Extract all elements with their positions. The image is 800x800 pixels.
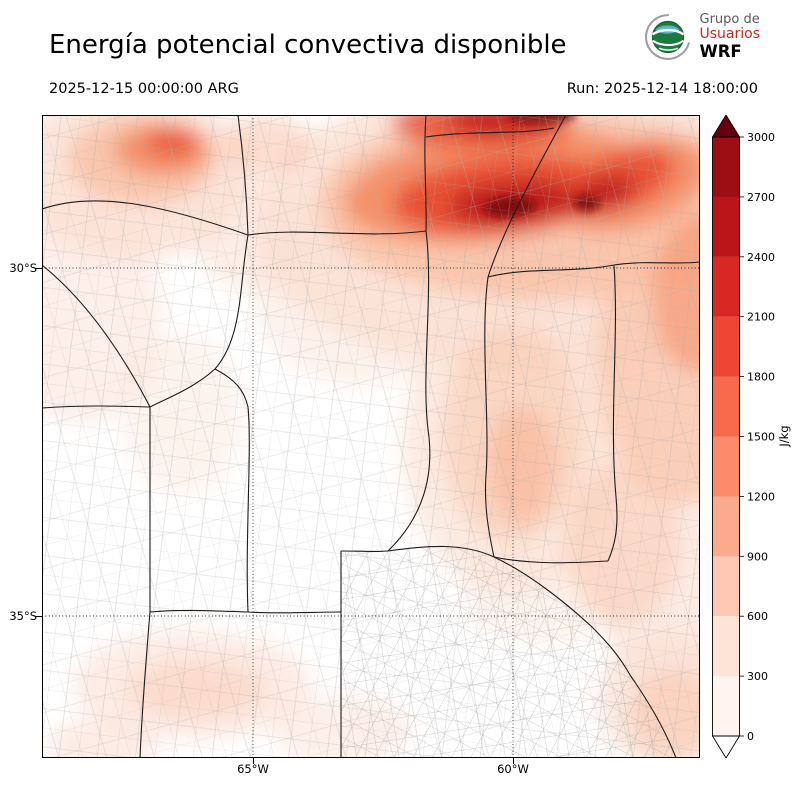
colorbar-tick-label: 2400 bbox=[747, 251, 775, 264]
colorbar-tick-label: 1500 bbox=[747, 431, 775, 444]
colorbar-segment bbox=[712, 256, 740, 317]
province-border bbox=[214, 368, 250, 613]
colorbar-segment bbox=[712, 496, 740, 557]
province-border bbox=[42, 405, 151, 409]
province-border bbox=[247, 230, 427, 236]
colorbar-segment bbox=[712, 137, 740, 197]
colorbar: 3000 2700 2400 2100 1800 1500 1200 900 6… bbox=[712, 115, 800, 758]
page-title: Energía potencial convectiva disponible bbox=[49, 30, 567, 60]
province-border bbox=[484, 276, 495, 558]
province-border bbox=[487, 115, 567, 278]
province-border bbox=[247, 611, 342, 614]
province-border bbox=[424, 115, 427, 232]
valid-time-label: 2025-12-15 00:00:00 ARG bbox=[49, 81, 239, 97]
province-border bbox=[629, 674, 677, 758]
province-border bbox=[493, 556, 609, 564]
logo-line-usuarios: Usuarios bbox=[699, 26, 761, 43]
lon-tick-60w: 60°W bbox=[497, 762, 529, 776]
colorbar-over-arrow bbox=[712, 115, 741, 138]
logo-line-grupo: Grupo de bbox=[699, 11, 760, 27]
colorbar-tick-label: 900 bbox=[747, 550, 768, 563]
colorbar-tick-label: 1200 bbox=[747, 490, 775, 503]
lat-tick-30s: 30°S bbox=[9, 261, 37, 275]
time-bar: 2025-12-15 00:00:00 ARG Run: 2025-12-14 … bbox=[49, 81, 758, 97]
wrf-users-group-logo: Grupo de Usuarios WRF bbox=[643, 11, 761, 62]
province-border bbox=[42, 200, 249, 236]
colorbar-segment bbox=[712, 376, 740, 437]
lat-tick-35s: 35°S bbox=[9, 609, 37, 623]
lat-tickmark-30s bbox=[36, 267, 42, 269]
province-border bbox=[139, 611, 151, 758]
logo-text: Grupo de Usuarios WRF bbox=[699, 11, 761, 62]
wrf-globe-icon bbox=[644, 14, 690, 60]
cape-map bbox=[42, 115, 700, 758]
province-border bbox=[387, 230, 431, 552]
map-area bbox=[42, 115, 700, 758]
map-border bbox=[42, 115, 700, 758]
province-border bbox=[387, 545, 631, 676]
lat-tickmark-35s bbox=[36, 615, 42, 617]
province-border bbox=[607, 264, 618, 562]
lon-tickmark-65w bbox=[252, 758, 254, 764]
province-border bbox=[149, 234, 249, 408]
province-border bbox=[149, 609, 249, 613]
colorbar-tick-label: 300 bbox=[747, 670, 768, 683]
province-border bbox=[42, 264, 151, 408]
colorbar-tick-label: 3000 bbox=[747, 131, 775, 144]
province-borders-layer bbox=[42, 115, 700, 758]
colorbar-segment bbox=[712, 436, 740, 497]
colorbar-tick-label: 1800 bbox=[747, 371, 775, 384]
colorbar-tick-label: 0 bbox=[747, 730, 754, 743]
buenosaires-departments-layer bbox=[341, 546, 676, 758]
colorbar-segment bbox=[712, 196, 740, 257]
colorbar-unit-label: J/kg bbox=[777, 425, 791, 447]
lon-tickmark-60w bbox=[512, 758, 514, 764]
colorbar-tick-label: 2700 bbox=[747, 191, 775, 204]
colorbar-svg: 3000 2700 2400 2100 1800 1500 1200 900 6… bbox=[712, 115, 791, 758]
colorbar-under-arrow bbox=[712, 735, 741, 758]
colorbar-tick-label: 2100 bbox=[747, 311, 775, 324]
colorbar-segment bbox=[712, 556, 740, 617]
logo-line-wrf: WRF bbox=[699, 41, 742, 61]
run-time-label: Run: 2025-12-14 18:00:00 bbox=[566, 81, 758, 97]
colorbar-tick-label: 600 bbox=[747, 610, 768, 623]
colorbar-segment bbox=[712, 316, 740, 377]
colorbar-tickmarks bbox=[739, 136, 744, 737]
colorbar-segment bbox=[712, 676, 740, 736]
province-border bbox=[425, 127, 555, 138]
province-border bbox=[237, 115, 249, 236]
colorbar-segment bbox=[712, 616, 740, 677]
colorbar-tick-labels: 3000 2700 2400 2100 1800 1500 1200 900 6… bbox=[747, 131, 775, 743]
colorbar-segments bbox=[712, 137, 740, 736]
lon-tick-65w: 65°W bbox=[237, 762, 269, 776]
